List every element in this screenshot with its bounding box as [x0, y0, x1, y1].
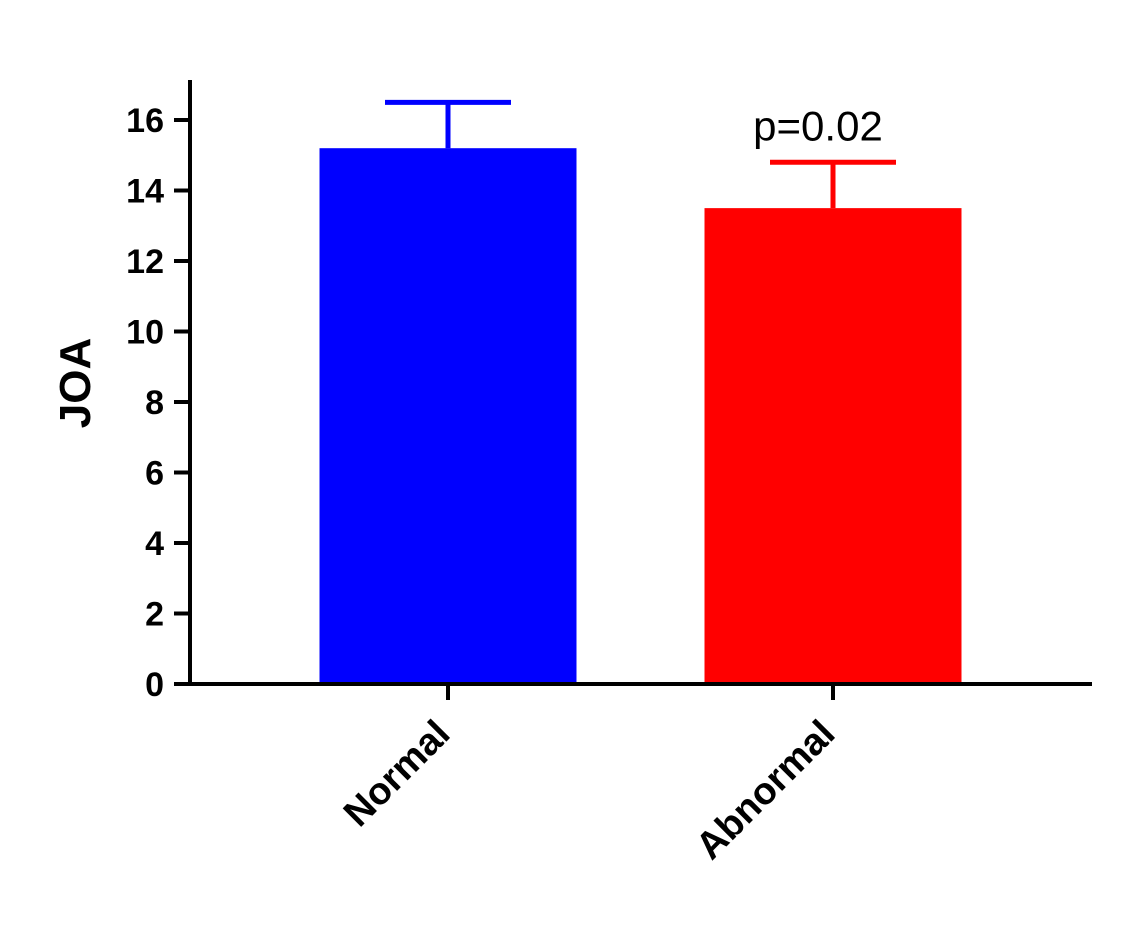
y-tick-label-8: 8	[145, 384, 164, 422]
bar-normal	[319, 148, 577, 684]
y-tick-label-16: 16	[126, 102, 164, 140]
y-tick-label-2: 2	[145, 596, 164, 634]
y-tick-label-10: 10	[126, 314, 164, 352]
x-ticks-layer: Normal Abnormal	[336, 684, 843, 868]
y-tick-label-0: 0	[145, 666, 164, 704]
bars-layer	[319, 148, 962, 684]
error-bars-layer	[385, 99, 896, 209]
y-tick-label-4: 4	[145, 525, 164, 563]
y-ticks-layer: 0 2 4 6 8 10 12 14 16	[126, 102, 190, 704]
y-tick-label-12: 12	[126, 243, 164, 281]
y-axis-title: JOA	[51, 338, 100, 428]
x-tick-label-abnormal: Abnormal	[688, 713, 843, 868]
y-tick-label-6: 6	[145, 455, 164, 493]
annotations-layer: p=0.02	[753, 102, 883, 149]
axes-layer	[174, 80, 1092, 686]
p-value-annotation: p=0.02	[753, 102, 883, 149]
bar-abnormal	[704, 208, 962, 684]
x-tick-label-normal: Normal	[336, 713, 458, 835]
y-tick-label-14: 14	[126, 173, 164, 211]
